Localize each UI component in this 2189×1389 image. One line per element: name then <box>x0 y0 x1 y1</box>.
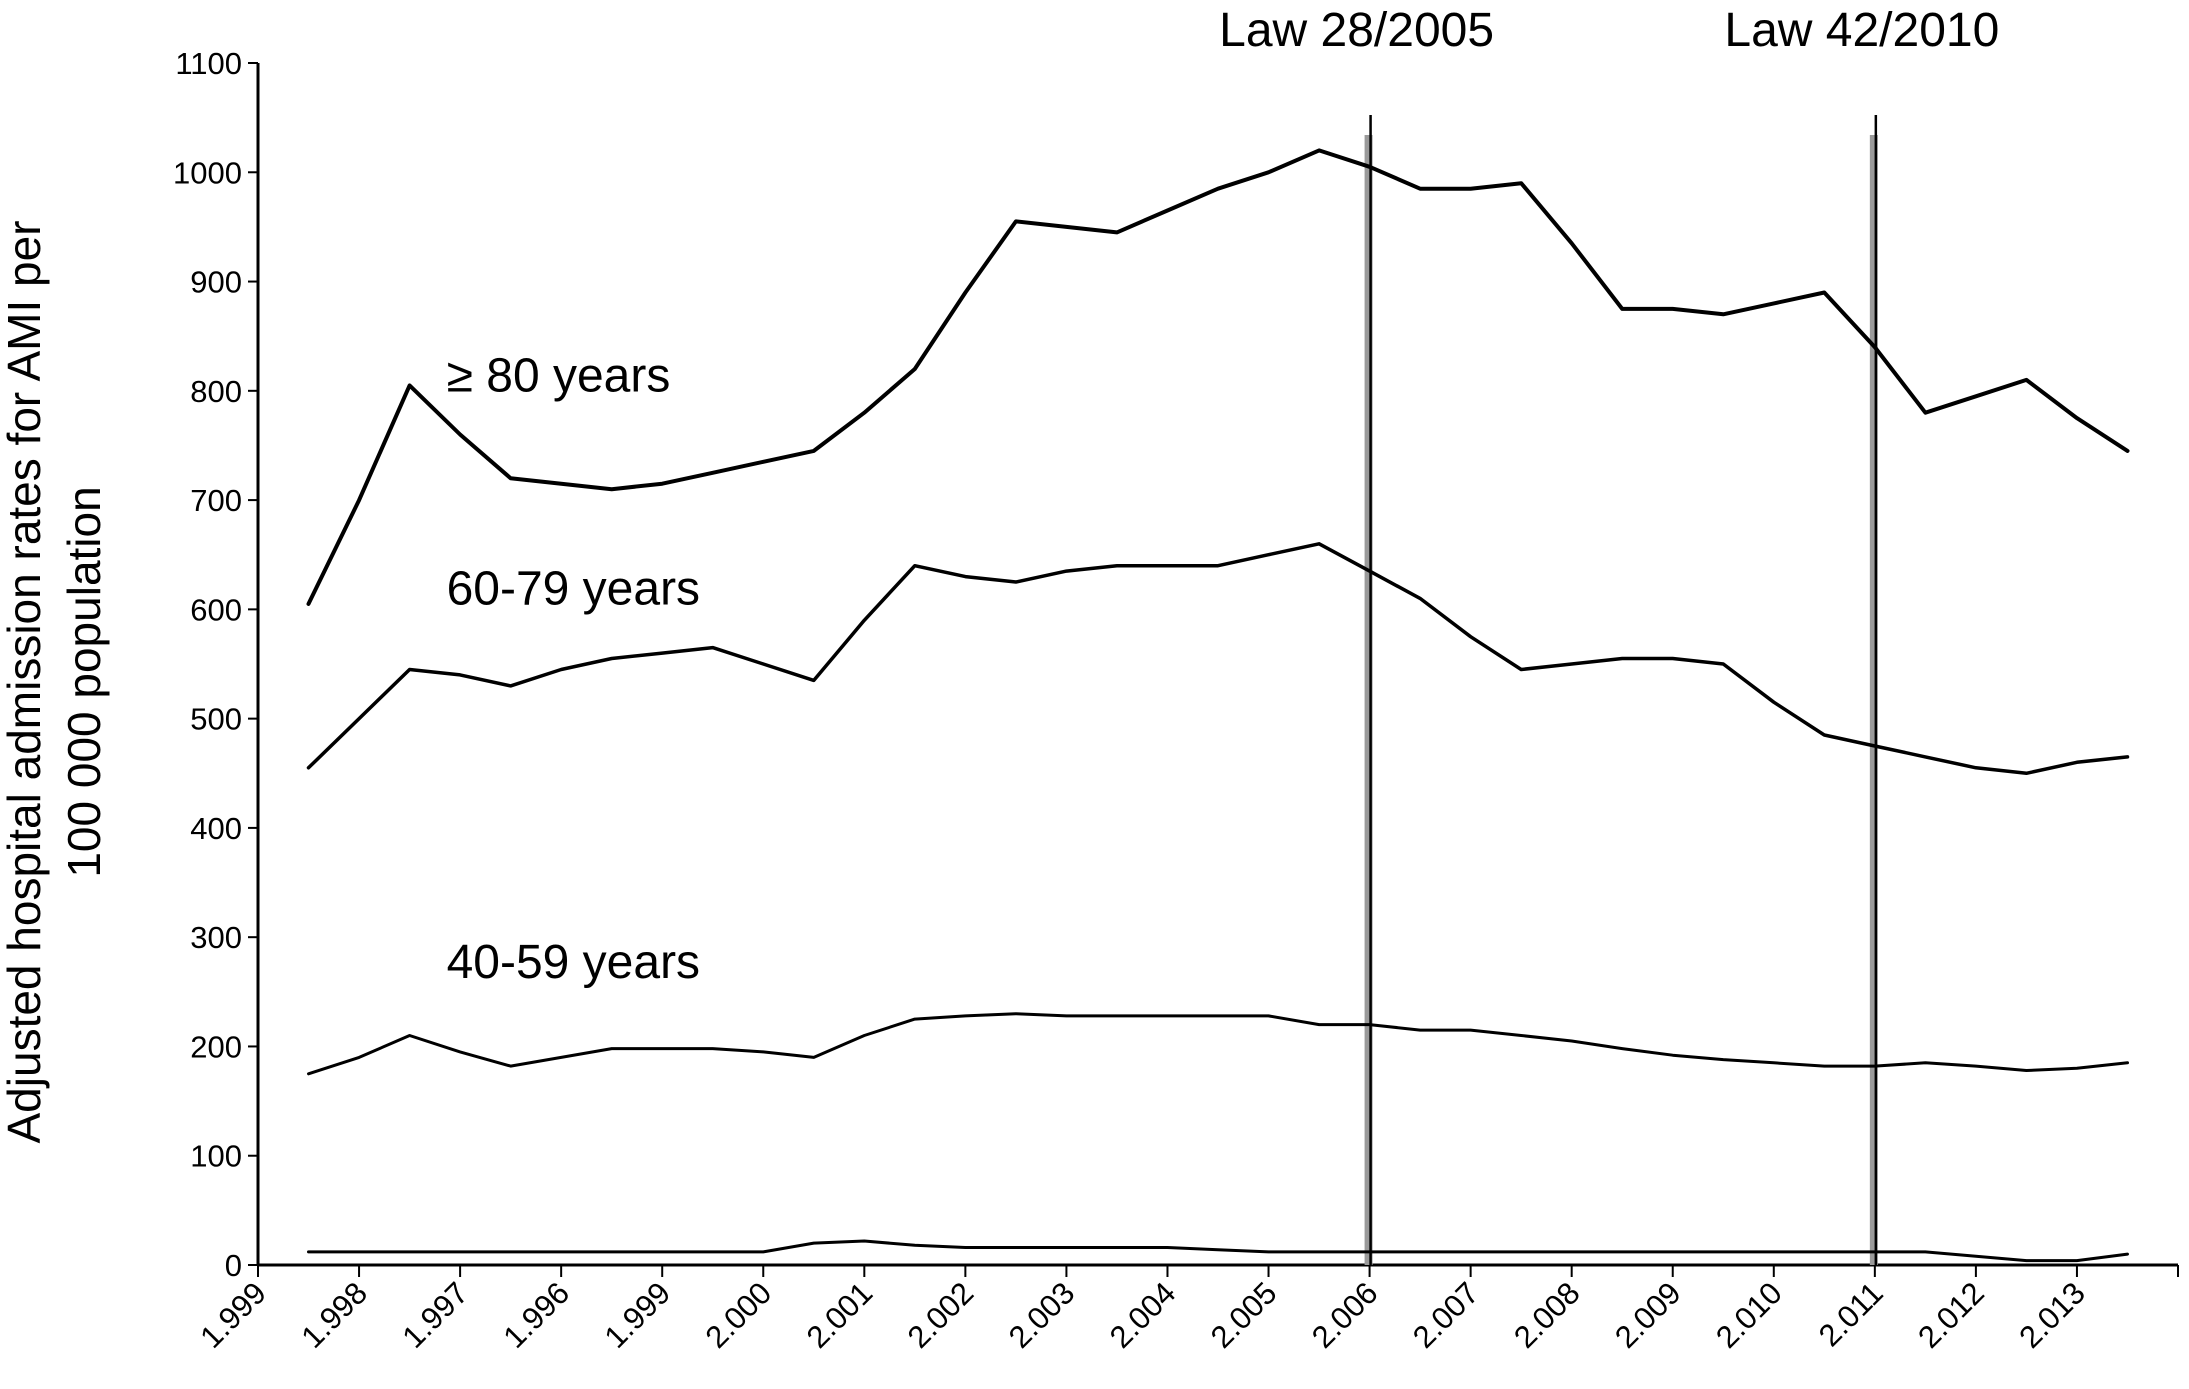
x-tick-label: 2.013 <box>2012 1275 2092 1355</box>
x-ticks: 1.999 1.998 1.997 1.996 1.999 2.000 2.001 2.002… <box>193 1265 2179 1355</box>
x-tick-label: 2.007 <box>1406 1275 1486 1355</box>
x-tick-label: 2.010 <box>1709 1275 1789 1355</box>
y-axis-label-line-1: Adjusted hospital admission rates for AM… <box>0 220 50 1143</box>
y-tick-label: 400 <box>190 811 242 846</box>
y-tick-label: 0 <box>225 1248 242 1283</box>
x-tick-label: 2.004 <box>1103 1275 1183 1355</box>
x-tick-label: 2.012 <box>1911 1275 1991 1355</box>
series-line <box>307 1239 2129 1263</box>
y-ticks: 0 100 200 300 400 500 600 700 800 900 1000 1100 <box>173 46 258 1283</box>
y-tick-label: 300 <box>190 920 242 955</box>
series-label: 40-59 years <box>447 936 700 989</box>
x-tick-label: 2.001 <box>800 1275 880 1355</box>
x-tick-label: 2.009 <box>1608 1275 1688 1355</box>
y-tick-label: 900 <box>190 265 242 300</box>
series-group <box>306 148 2130 1263</box>
y-tick-label: 1100 <box>175 46 242 81</box>
y-tick-label: 600 <box>190 592 242 627</box>
x-tick-label: 2.002 <box>901 1275 981 1355</box>
x-tick-label: 2.011 <box>1812 1275 1890 1353</box>
x-tick-label: 2.003 <box>1002 1275 1082 1355</box>
y-tick-label: 700 <box>190 483 242 518</box>
annotation-label: Law 42/2010 <box>1724 4 1999 57</box>
x-tick-label: 1.998 <box>294 1275 374 1355</box>
x-tick-label: 2.000 <box>699 1275 779 1355</box>
x-tick-label: 1.997 <box>395 1275 475 1355</box>
series-line <box>307 1012 2129 1076</box>
series-line <box>306 148 2130 606</box>
y-tick-label: 800 <box>190 374 242 409</box>
x-tick-label: 1.999 <box>193 1275 273 1355</box>
series-line <box>306 542 2130 776</box>
y-tick-label: 100 <box>190 1139 242 1174</box>
x-tick-label: 2.008 <box>1507 1275 1587 1355</box>
y-axis-label: Adjusted hospital admission rates for AM… <box>0 220 110 1143</box>
series-label: 60-79 years <box>447 563 700 616</box>
annotation-label: Law 28/2005 <box>1219 4 1494 57</box>
y-axis-label-line-2: 100 000 population <box>58 486 110 877</box>
x-tick-label: 1.999 <box>598 1275 678 1355</box>
x-tick-label: 1.996 <box>497 1275 577 1355</box>
y-tick-label: 200 <box>190 1029 242 1064</box>
series-label: ≥ 80 years <box>447 349 671 402</box>
x-tick-label: 2.005 <box>1204 1275 1284 1355</box>
series-labels: ≥ 80 years 60-79 years 40-59 years <box>447 349 700 989</box>
y-tick-label: 1000 <box>173 155 242 190</box>
y-tick-label: 500 <box>190 702 242 737</box>
x-tick-label: 2.006 <box>1305 1275 1385 1355</box>
annotations: Law 28/2005 Law 42/2010 <box>1219 4 1999 1265</box>
axes <box>256 63 2178 1267</box>
